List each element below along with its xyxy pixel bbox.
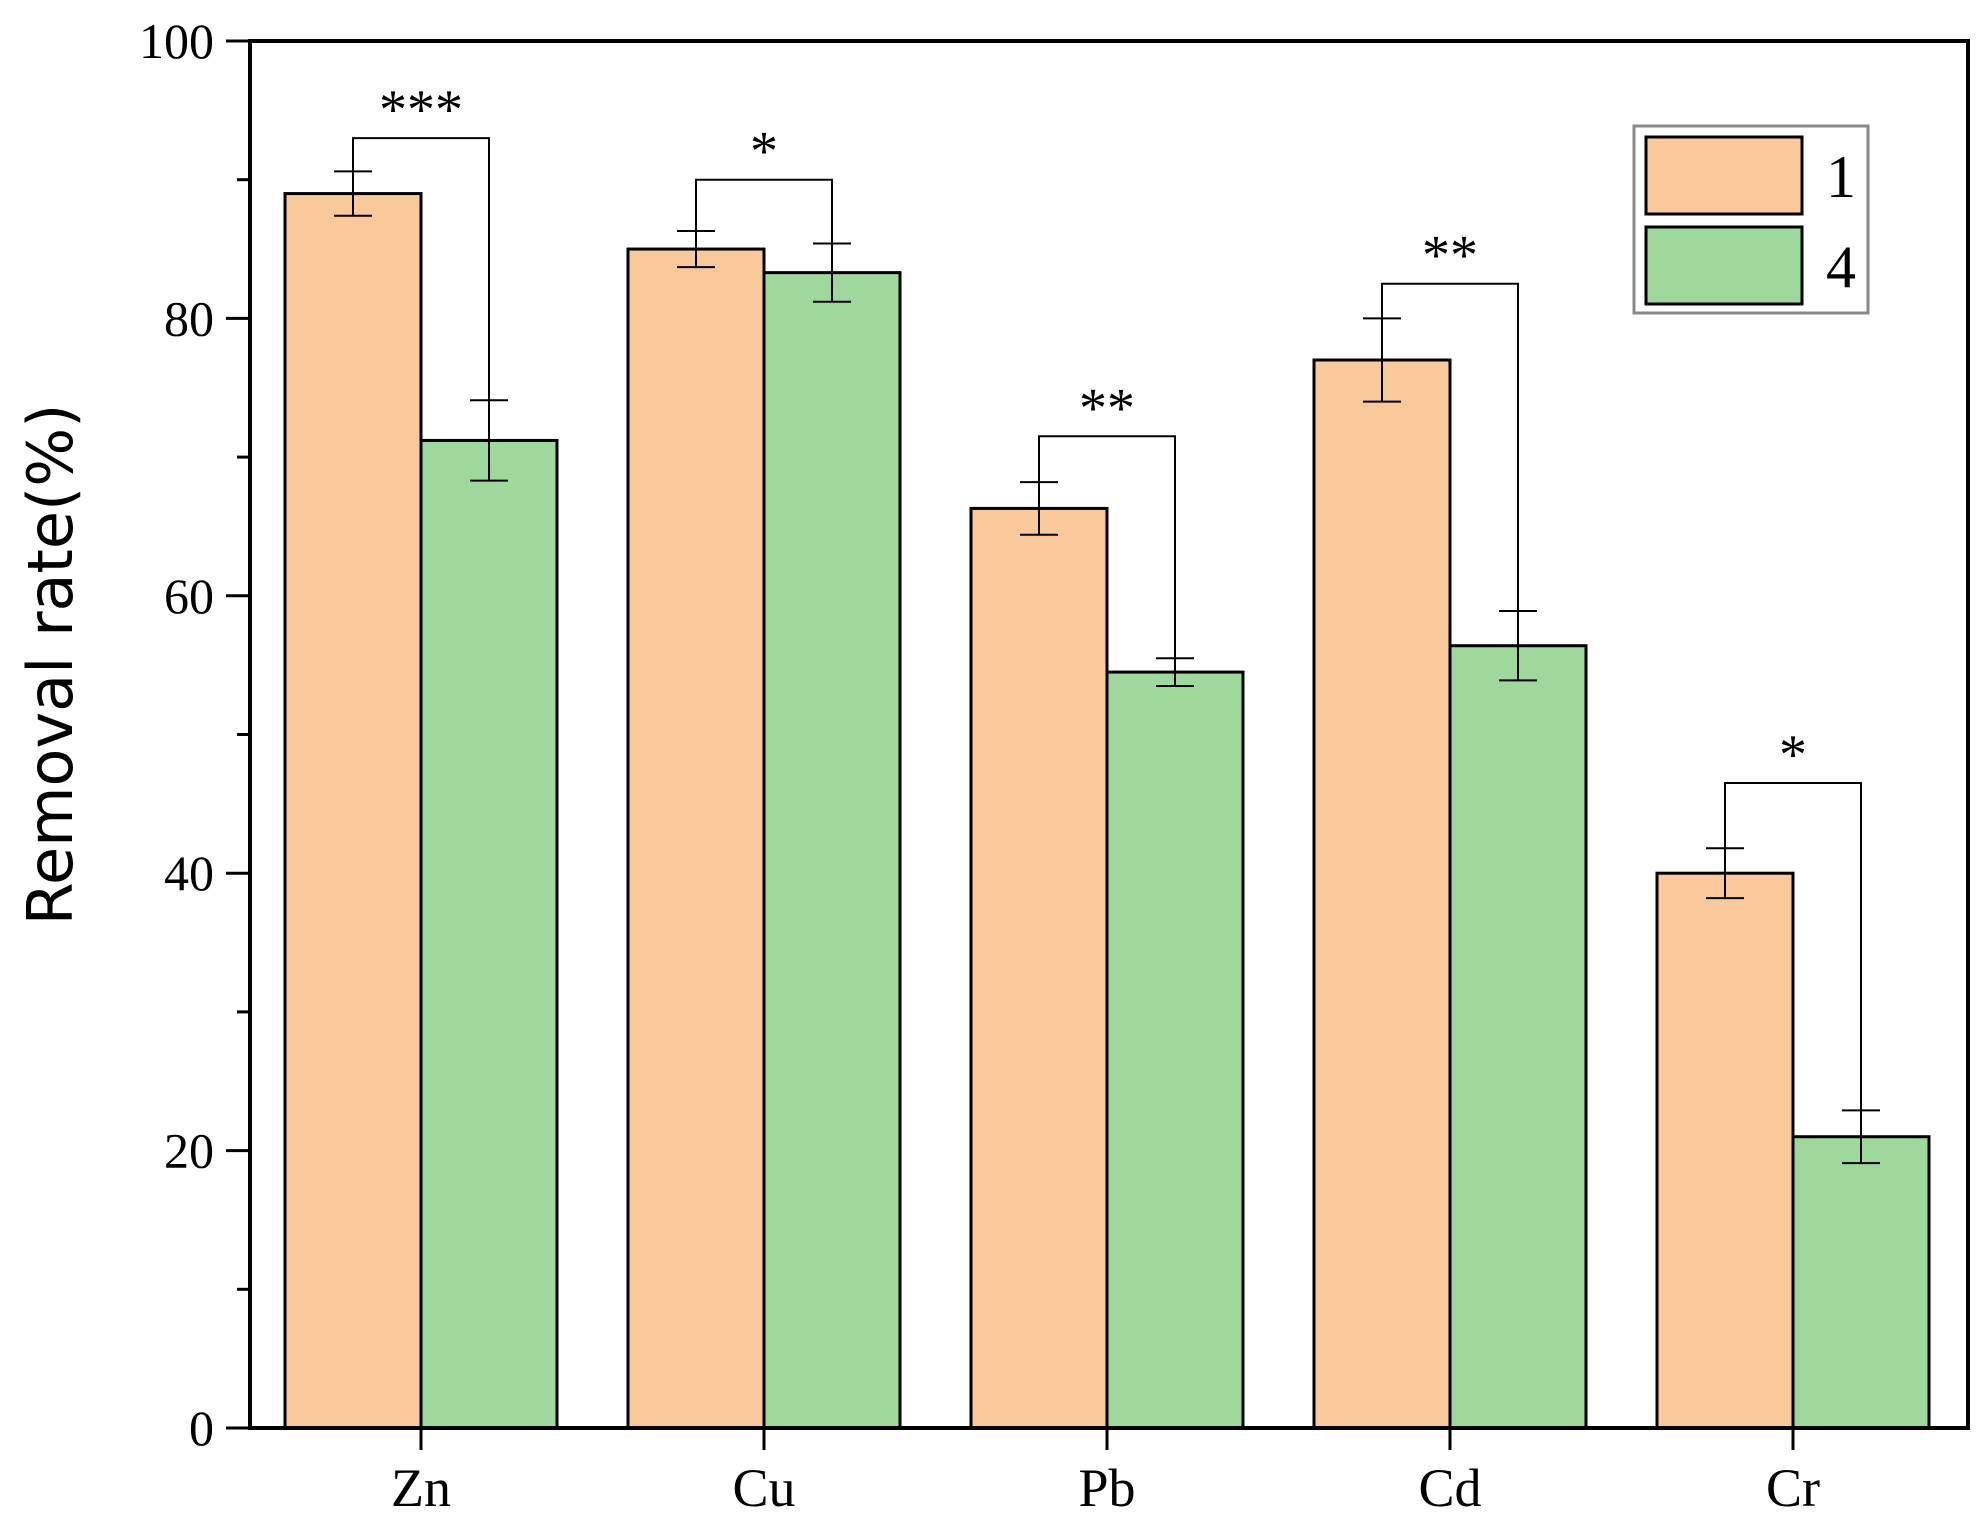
significance-label-Zn: *** (379, 79, 463, 141)
x-tick-label-Cr: Cr (1766, 1458, 1820, 1518)
bar-Pb-series-4 (1105, 670, 1245, 1430)
significance-bracket-Pb (1038, 435, 1176, 659)
y-axis: 0 20 40 60 80 100 (139, 13, 250, 1456)
y-tick-label-0: 0 (189, 1400, 214, 1456)
legend-swatch-series-1 (1644, 135, 1804, 216)
significance-bracket-Zn (352, 137, 490, 401)
legend: 14 (1632, 124, 1870, 315)
y-axis-title: Removal rate(%) (14, 404, 87, 926)
bar-Cd-series-1 (1312, 358, 1452, 1430)
bar-Cr-series-1 (1655, 871, 1795, 1430)
y-tick-label-40: 40 (164, 845, 214, 901)
bars-layer (283, 192, 1931, 1430)
y-tick-label-20: 20 (164, 1123, 214, 1179)
y-tick-label-100: 100 (139, 13, 214, 69)
x-tick-label-Cd: Cd (1418, 1458, 1481, 1518)
bar-Cr-series-4 (1791, 1135, 1931, 1430)
significance-bracket-Cu (695, 178, 833, 244)
bar-Zn-series-4 (419, 438, 559, 1430)
significance-bracket-Cr (1724, 782, 1862, 1111)
bar-Cu-series-4 (762, 271, 902, 1430)
bar-Cu-series-1 (626, 247, 766, 1430)
y-tick-label-60: 60 (164, 568, 214, 624)
x-axis: Zn Cu Pb Cd Cr (391, 1428, 1820, 1518)
significance-label-Cu: * (750, 121, 778, 183)
significance-layer: ********* (352, 79, 1862, 1111)
significance-bracket-Cd (1381, 282, 1519, 612)
significance-label-Pb: ** (1079, 377, 1135, 439)
x-tick-label-Cu: Cu (732, 1458, 795, 1518)
legend-swatch-series-4 (1644, 225, 1804, 306)
significance-label-Cr: * (1779, 724, 1807, 786)
x-tick-label-Zn: Zn (391, 1458, 451, 1518)
bar-Cd-series-4 (1448, 644, 1588, 1430)
y-tick-label-80: 80 (164, 290, 214, 346)
x-tick-label-Pb: Pb (1078, 1458, 1135, 1518)
legend-label-series-1: 1 (1826, 144, 1856, 210)
legend-label-series-4: 4 (1826, 234, 1856, 300)
significance-label-Cd: ** (1422, 225, 1478, 287)
bar-Zn-series-1 (283, 192, 423, 1430)
bar-Pb-series-1 (969, 506, 1109, 1430)
